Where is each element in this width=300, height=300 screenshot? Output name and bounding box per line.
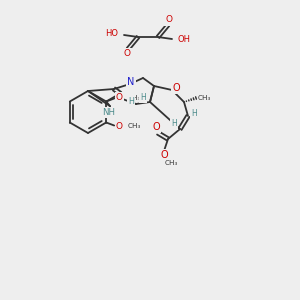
Text: H: H — [140, 92, 146, 101]
Text: CH₃: CH₃ — [198, 95, 211, 101]
Text: O: O — [116, 93, 123, 102]
Text: CH₃: CH₃ — [165, 160, 178, 166]
Text: H: H — [191, 109, 197, 118]
Text: OH: OH — [178, 35, 191, 44]
Text: HO: HO — [105, 29, 118, 38]
Text: O: O — [172, 83, 180, 93]
Text: N: N — [127, 77, 135, 87]
Text: H: H — [128, 97, 134, 106]
Text: O: O — [124, 50, 130, 58]
Text: O: O — [152, 122, 160, 132]
Text: CH₃: CH₃ — [127, 95, 141, 101]
Text: O: O — [160, 150, 168, 160]
Text: O: O — [116, 122, 123, 131]
Text: O: O — [166, 16, 172, 25]
Text: NH: NH — [103, 108, 116, 117]
Text: CH₃: CH₃ — [127, 124, 141, 130]
Text: H: H — [171, 119, 177, 128]
